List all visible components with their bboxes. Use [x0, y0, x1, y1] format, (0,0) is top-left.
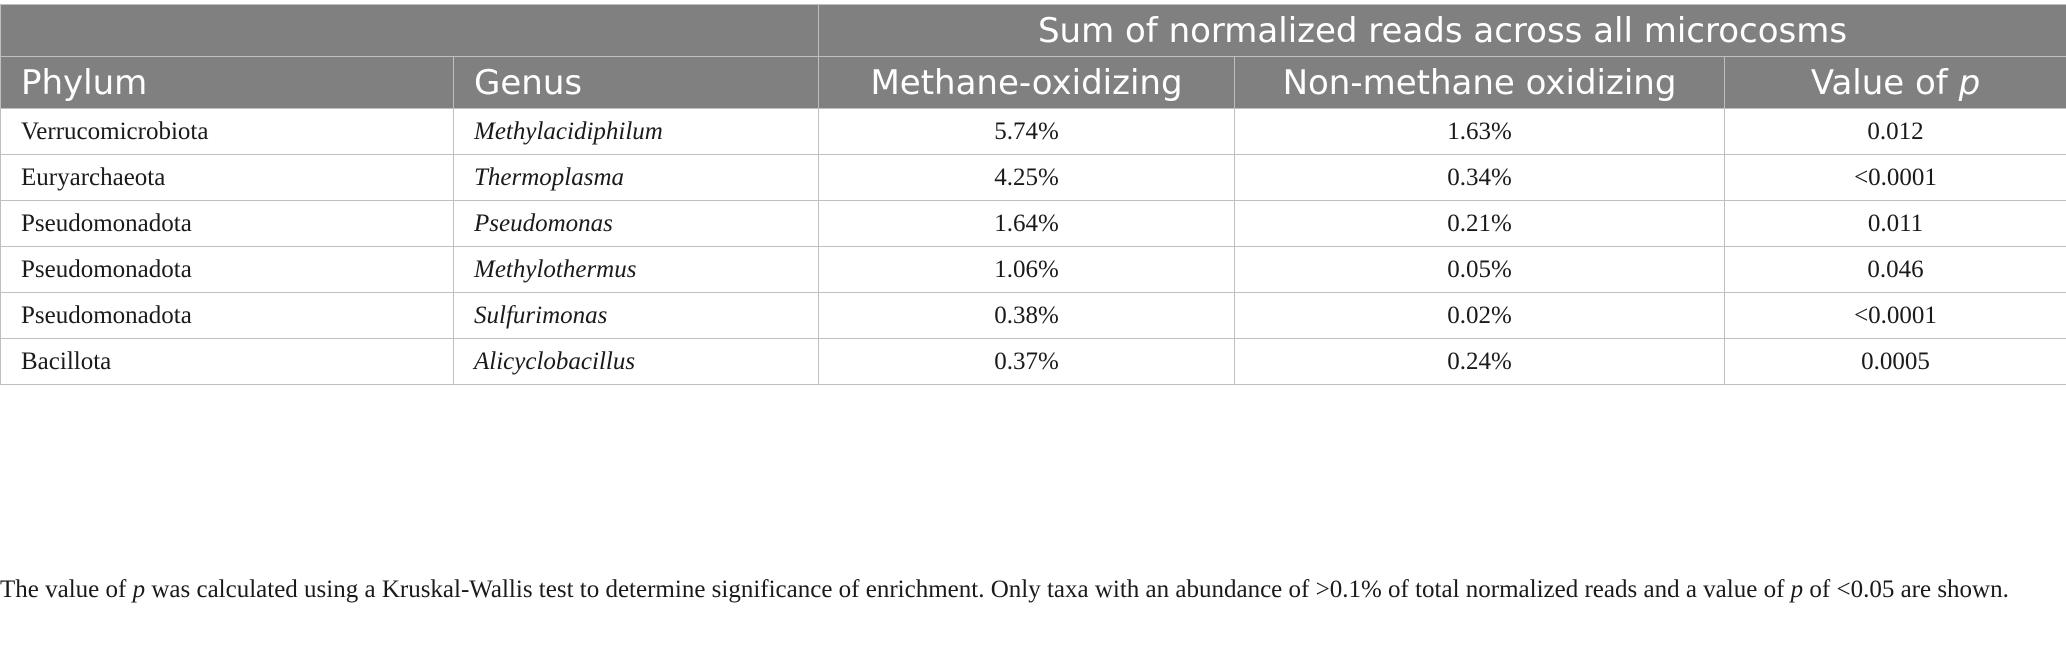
cell-phylum: Verrucomicrobiota [0, 108, 454, 155]
p-value-header-variable: p [1958, 62, 1981, 103]
cell-p-value: 0.011 [1723, 200, 2066, 247]
cell-methane-oxidizing: 0.37% [818, 338, 1235, 385]
column-header-methane-oxidizing: Methane-oxidizing [818, 56, 1235, 109]
footnote-variable-p: p [1790, 576, 1804, 603]
column-header-row: Phylum Genus Methane-oxidizing Non-metha… [0, 56, 2066, 109]
cell-methane-oxidizing: 0.38% [818, 292, 1235, 339]
cell-genus: Thermoplasma [453, 154, 819, 201]
table-row: Pseudomonadota Methylothermus 1.06% 0.05… [0, 246, 2066, 293]
cell-p-value: 0.046 [1723, 246, 2066, 293]
cell-p-value: 0.0005 [1723, 338, 2066, 385]
cell-phylum: Bacillota [0, 338, 454, 385]
column-header-non-methane-oxidizing: Non-methane oxidizing [1234, 56, 1725, 109]
cell-phylum: Pseudomonadota [0, 292, 454, 339]
footnote-text-2: was calculated using a Kruskal-Wallis te… [145, 576, 1791, 603]
cell-non-methane-oxidizing: 1.63% [1234, 108, 1725, 155]
cell-genus: Sulfurimonas [453, 292, 819, 339]
cell-non-methane-oxidizing: 0.34% [1234, 154, 1725, 201]
cell-phylum: Euryarchaeota [0, 154, 454, 201]
column-header-phylum: Phylum [0, 56, 454, 109]
group-header-row: Sum of normalized reads across all micro… [0, 4, 2066, 57]
cell-p-value: <0.0001 [1723, 154, 2066, 201]
footnote-variable-p: p [132, 576, 146, 603]
cell-non-methane-oxidizing: 0.05% [1234, 246, 1725, 293]
table-body: Verrucomicrobiota Methylacidiphilum 5.74… [0, 108, 2066, 385]
footnote-text-3: of <0.05 are shown. [1803, 576, 2009, 603]
cell-genus: Methylothermus [453, 246, 819, 293]
cell-genus: Pseudomonas [453, 200, 819, 247]
table-row: Bacillota Alicyclobacillus 0.37% 0.24% 0… [0, 338, 2066, 385]
table-row: Pseudomonadota Pseudomonas 1.64% 0.21% 0… [0, 200, 2066, 247]
cell-non-methane-oxidizing: 0.02% [1234, 292, 1725, 339]
cell-p-value: <0.0001 [1723, 292, 2066, 339]
footnote-text-1: The value of [0, 576, 133, 603]
cell-phylum: Pseudomonadota [0, 246, 454, 293]
column-header-p-value: Value of p [1723, 56, 2066, 109]
cell-methane-oxidizing: 4.25% [818, 154, 1235, 201]
data-table: Sum of normalized reads across all micro… [0, 4, 2066, 385]
group-header-empty-cell [0, 4, 819, 57]
cell-non-methane-oxidizing: 0.21% [1234, 200, 1725, 247]
cell-methane-oxidizing: 1.06% [818, 246, 1235, 293]
table-row: Verrucomicrobiota Methylacidiphilum 5.74… [0, 108, 2066, 155]
table-footnote: The value of p was calculated using a Kr… [0, 575, 2066, 604]
column-header-genus: Genus [453, 56, 819, 109]
cell-genus: Alicyclobacillus [453, 338, 819, 385]
cell-methane-oxidizing: 1.64% [818, 200, 1235, 247]
cell-genus: Methylacidiphilum [453, 108, 819, 155]
cell-non-methane-oxidizing: 0.24% [1234, 338, 1725, 385]
cell-phylum: Pseudomonadota [0, 200, 454, 247]
p-value-header-prefix: Value of [1810, 62, 1959, 103]
cell-methane-oxidizing: 5.74% [818, 108, 1235, 155]
table-row: Pseudomonadota Sulfurimonas 0.38% 0.02% … [0, 292, 2066, 339]
cell-p-value: 0.012 [1723, 108, 2066, 155]
group-header: Sum of normalized reads across all micro… [817, 4, 2066, 57]
table-row: Euryarchaeota Thermoplasma 4.25% 0.34% <… [0, 154, 2066, 201]
